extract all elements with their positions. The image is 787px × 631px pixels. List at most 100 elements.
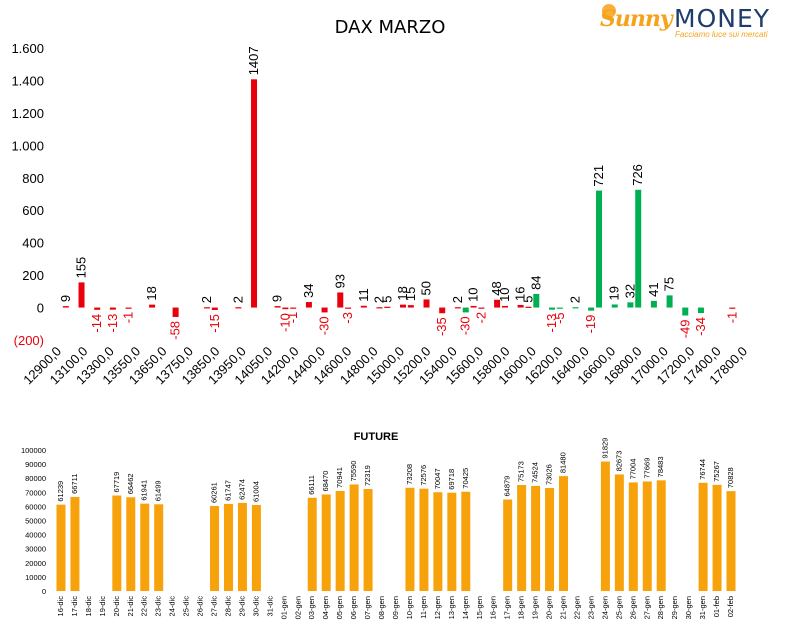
data-label: 70047 <box>433 468 442 489</box>
data-label: 9 <box>58 295 73 302</box>
data-label: 81480 <box>559 452 568 473</box>
y-tick-label: 400 <box>22 236 44 251</box>
bar <box>290 307 297 309</box>
data-label: -13 <box>105 314 120 333</box>
bar <box>345 307 352 309</box>
data-label: -19 <box>583 315 598 334</box>
data-label: 91829 <box>600 438 609 459</box>
bar <box>533 293 540 308</box>
dax-marzo-chart: DAX MARZO1.6001.4001.2001.00080060040020… <box>11 17 750 387</box>
y-tick-label: 80000 <box>25 474 46 483</box>
bar <box>596 190 603 308</box>
data-label: -13 <box>544 314 559 333</box>
y-tick-label: 20000 <box>25 559 46 568</box>
x-tick-label: 25-dic <box>182 596 191 617</box>
data-label: 73208 <box>405 464 414 485</box>
x-tick-label: 17-gen <box>503 596 512 619</box>
y-tick-label: 0 <box>42 587 46 596</box>
bar <box>405 487 415 591</box>
bar <box>112 495 122 591</box>
x-tick-label: 27-gen <box>642 596 651 619</box>
data-label: 76744 <box>698 459 707 480</box>
data-label: 66111 <box>307 475 316 495</box>
bar <box>274 306 281 308</box>
bar <box>360 305 367 308</box>
x-tick-label: 29-gen <box>670 596 679 619</box>
data-label: 64879 <box>503 476 512 497</box>
y-tick-label: 1.600 <box>11 41 44 56</box>
data-label: 9 <box>270 295 285 302</box>
data-label: 41 <box>646 282 661 296</box>
x-tick-label: 19-gen <box>531 596 540 619</box>
x-tick-label: 27-dic <box>210 596 219 617</box>
bar <box>478 307 485 309</box>
bar <box>572 307 579 309</box>
bar <box>470 305 477 308</box>
data-label: 61004 <box>251 481 260 502</box>
sunny-money-logo: Sunny MONEY Facciamo luce sui mercati <box>600 4 780 39</box>
bar <box>588 307 595 311</box>
bar <box>125 307 132 309</box>
y-tick-label: 100000 <box>21 446 46 455</box>
chart-title: DAX MARZO <box>335 17 446 38</box>
data-label: 61941 <box>140 480 149 501</box>
data-label: 74524 <box>531 462 540 483</box>
bar <box>556 307 563 309</box>
bar <box>682 307 689 316</box>
data-label: 2 <box>568 296 583 303</box>
data-label: -34 <box>693 317 708 336</box>
x-tick-label: 18-dic <box>84 596 93 617</box>
data-label: 50 <box>419 281 434 295</box>
data-label: 68470 <box>321 471 330 492</box>
x-tick-label: 24-gen <box>600 596 609 619</box>
bar <box>698 482 708 591</box>
x-tick-label: 23-gen <box>586 596 595 619</box>
bar <box>407 305 414 308</box>
data-label: 2 <box>450 296 465 303</box>
data-label: 19 <box>607 286 622 300</box>
x-tick-label: 22-dic <box>140 596 149 617</box>
x-tick-label: 19-dic <box>98 596 107 617</box>
data-label: 61499 <box>154 480 163 501</box>
data-label: 61239 <box>56 481 65 502</box>
bar <box>349 484 359 591</box>
bar <box>109 307 116 310</box>
bar <box>627 302 634 308</box>
data-label: 66462 <box>126 473 135 494</box>
data-label: 1407 <box>246 46 261 75</box>
x-tick-label: 11-gen <box>419 596 428 619</box>
data-label: 72319 <box>363 465 372 486</box>
bar <box>656 480 666 591</box>
data-label: 77004 <box>628 459 637 480</box>
bar <box>439 307 446 314</box>
x-tick-label: 30-dic <box>251 596 260 617</box>
bar <box>56 504 66 591</box>
y-tick-label: 0 <box>37 301 44 316</box>
data-label: 75173 <box>517 461 526 482</box>
bar <box>335 490 345 591</box>
data-label: 18 <box>395 286 410 300</box>
y-tick-label: 50000 <box>25 517 46 526</box>
data-label: 70941 <box>335 467 344 488</box>
bar <box>611 304 618 308</box>
data-label: 48 <box>489 281 504 295</box>
y-tick-label: 70000 <box>25 488 46 497</box>
y-tick-label: 800 <box>22 171 44 186</box>
y-tick-label: (200) <box>14 333 44 348</box>
bar <box>494 299 501 308</box>
data-label: 34 <box>301 284 316 298</box>
data-label: 62474 <box>237 479 246 500</box>
future-chart: FUTURE 0 10000 20000 30000 40000 50000 60000 700… <box>21 431 736 619</box>
x-tick-label: 23-dic <box>154 596 163 617</box>
bar <box>94 307 101 310</box>
data-label: -1 <box>121 312 136 324</box>
logo-brand-a: Sunny <box>600 6 673 32</box>
bar <box>614 474 624 591</box>
bar <box>305 302 312 308</box>
data-label: 32 <box>622 284 637 298</box>
bar <box>531 485 541 591</box>
y-tick-label: 1.000 <box>11 138 44 153</box>
data-label: 67719 <box>112 472 121 493</box>
y-tick-label: 30000 <box>25 545 46 554</box>
x-tick-label: 29-dic <box>237 596 246 617</box>
